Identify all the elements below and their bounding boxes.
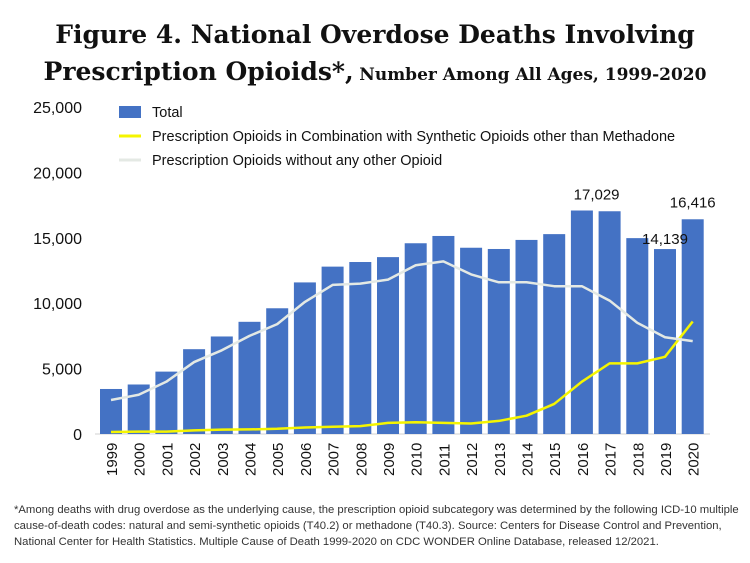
x-tick-label: 2020 (686, 443, 703, 476)
x-tick-label: 2009 (381, 443, 398, 476)
bar-total-2016 (570, 210, 593, 434)
bar-total-2018 (626, 238, 649, 434)
data-label-2019: 14,139 (642, 231, 688, 248)
x-tick-label: 2000 (132, 443, 149, 476)
x-tick-label: 1999 (104, 443, 121, 476)
legend-label-2: Prescription Opioids without any other O… (152, 153, 442, 169)
bar-total-2015 (543, 234, 566, 434)
legend-label-1: Prescription Opioids in Combination with… (152, 129, 675, 145)
line-combination-synthetic (110, 320, 694, 434)
chart-subtitle: Number Among All Ages, 1999-2020 (359, 65, 707, 85)
bar-total-2006 (293, 282, 316, 434)
y-tick-label: 20,000 (33, 165, 82, 182)
x-tick-label: 2013 (492, 443, 509, 476)
bar-total-2020 (681, 219, 704, 434)
x-tick-label: 2018 (630, 443, 647, 476)
x-tick-label: 2014 (520, 443, 537, 476)
bar-total-2001 (155, 371, 178, 434)
bar-total-2007 (321, 266, 344, 434)
x-tick-label: 2017 (603, 443, 620, 476)
legend-label-0: Total (152, 105, 183, 121)
x-tick-label: 2001 (159, 443, 176, 476)
x-tick-label: 2015 (547, 443, 564, 476)
bar-total-2017 (598, 211, 621, 434)
x-tick-label: 2008 (353, 443, 370, 476)
chart-title: Figure 4. National Overdose Deaths Invol… (0, 18, 750, 92)
x-tick-label: 2007 (326, 443, 343, 476)
y-tick-label: 25,000 (33, 100, 82, 117)
y-tick-label: 5,000 (42, 362, 82, 379)
bar-total-2004 (238, 321, 261, 434)
x-tick-label: 2019 (658, 443, 675, 476)
x-tick-label: 2016 (575, 443, 592, 476)
bar-total-2002 (183, 349, 206, 434)
x-tick-label: 2006 (298, 443, 315, 476)
bar-total-2013 (487, 248, 510, 434)
x-tick-label: 2004 (243, 443, 260, 476)
footnote: *Among deaths with drug overdose as the … (14, 504, 739, 548)
y-tick-label: 15,000 (33, 231, 82, 248)
bar-total-2019 (654, 249, 676, 434)
bar-total-1999 (100, 388, 122, 434)
x-tick-label: 2005 (270, 443, 287, 476)
chart: 0 5,000 10,000 15,000 20,000 25,000 1999 2000 20… (33, 100, 716, 476)
y-tick-label: 0 (73, 427, 82, 444)
bar-total-2003 (210, 336, 233, 434)
y-tick-label: 10,000 (33, 296, 82, 313)
line-without-other-opioid (110, 260, 693, 402)
bar-total-2010 (404, 243, 427, 434)
legend-swatch-total (119, 106, 141, 118)
x-tick-label: 2010 (409, 443, 426, 476)
bar-total-2008 (349, 262, 372, 434)
x-tick-label: 2003 (215, 443, 232, 476)
x-tick-label: 2012 (464, 443, 481, 476)
bar-total-2012 (460, 247, 483, 434)
x-tick-label: 2002 (187, 443, 204, 476)
data-label-2017: 17,029 (574, 186, 620, 203)
bar-total-2009 (377, 257, 399, 434)
bar-total-2011 (432, 235, 455, 434)
chart-title-main: Figure 4. National Overdose Deaths Invol… (43, 20, 695, 86)
x-tick-label: 2011 (436, 444, 453, 476)
bar-total-2014 (515, 239, 538, 434)
data-label-2020: 16,416 (670, 194, 716, 211)
bar-total-2005 (266, 308, 289, 434)
